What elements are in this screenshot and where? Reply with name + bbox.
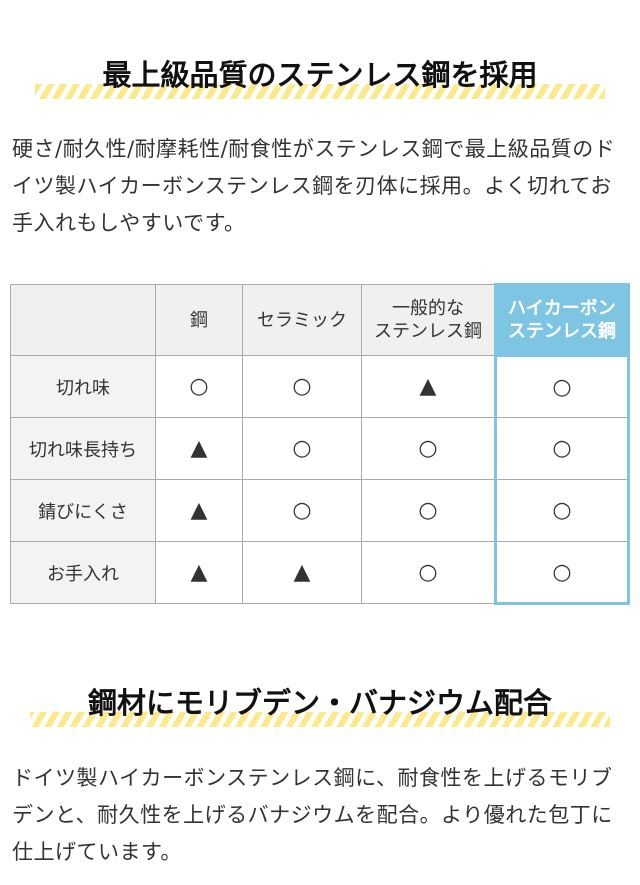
cell: ○ [242,479,362,542]
section1-body: 硬さ/耐久性/耐摩耗性/耐食性がステンレス鋼で最上級品質のドイツ製ハイカーボンス… [12,137,616,235]
heading-underline-stripe [30,712,610,727]
table-row: お手入れ ▲ ▲ ○ ○ [10,541,630,605]
row-label: お手入れ [10,541,156,604]
cell: ○ [155,355,243,418]
cell: ▲ [242,541,362,604]
section2-heading: 鋼材にモリブデン・バナジウム配合 [87,686,552,720]
cell: ○ [494,541,630,605]
cell: ▲ [361,355,496,418]
section1-heading: 最上級品質のステンレス鋼を採用 [102,58,538,92]
cell: ○ [242,355,362,418]
cell: ▲ [155,541,243,604]
header-high-carbon-stainless: ハイカーボン ステンレス鋼 [494,283,630,357]
cell: ▲ [155,417,243,480]
row-label: 錆びにくさ [10,479,156,542]
cell: ○ [494,479,630,542]
table-row: 切れ味長持ち ▲ ○ ○ ○ [10,417,630,480]
cell: ○ [494,355,630,418]
cell: ○ [361,541,496,604]
header-stainless: 一般的な ステンレス鋼 [361,284,496,356]
cell: ○ [361,417,496,480]
table-row: 切れ味 ○ ○ ▲ ○ [10,355,630,418]
row-label: 切れ味長持ち [10,417,156,480]
cell: ○ [361,479,496,542]
section2-body: ドイツ製ハイカーボンステンレス鋼に、耐食性を上げるモリブデンと、耐久性を上げるバ… [12,766,613,864]
cell: ○ [242,417,362,480]
header-empty [10,284,156,356]
header-ceramic: セラミック [242,284,362,356]
cell: ○ [494,417,630,480]
comparison-table: 鋼 セラミック 一般的な ステンレス鋼 ハイカーボン ステンレス鋼 切れ味 ○ … [10,283,630,605]
cell: ▲ [155,479,243,542]
table-header-row: 鋼 セラミック 一般的な ステンレス鋼 ハイカーボン ステンレス鋼 [10,283,630,357]
table-row: 錆びにくさ ▲ ○ ○ ○ [10,479,630,542]
heading-underline-stripe [35,84,605,99]
row-label: 切れ味 [10,355,156,418]
header-steel: 鋼 [155,284,243,356]
